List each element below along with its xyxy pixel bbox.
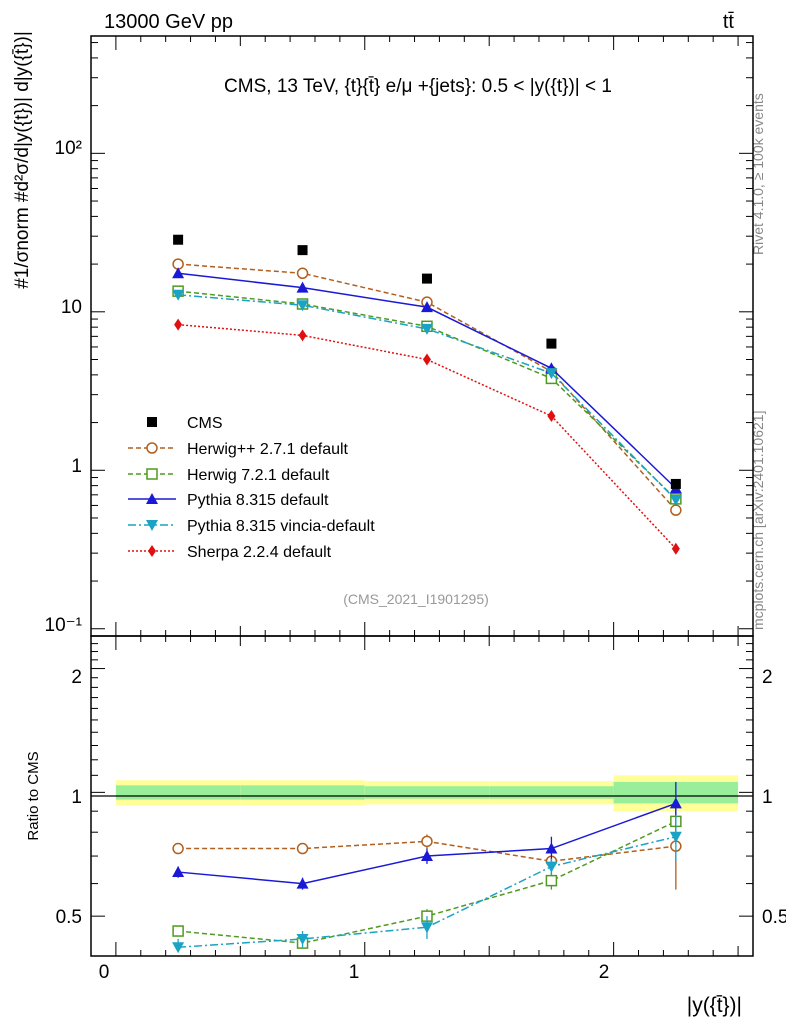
herwig-7-2-1-default-ratio-point [545,874,558,887]
pythia-8-315-default-point [172,267,185,279]
ratio-band-inner [489,786,614,799]
cms-data-point [297,245,308,256]
cms-data-point [546,338,557,349]
pythia-8-315-default-ratio-point [669,797,682,809]
legend-symbol-herwig-7-2-1-default [146,468,158,480]
ratio-band-inner [240,785,365,800]
legend: CMS Herwig++ 2.7.1 default Herwig 7.2.1 … [128,415,375,561]
ratio-ytick-label-2: 2 [71,667,82,688]
rivet-version-label: Rivet 4.1.0, ≥ 100k events [750,93,766,255]
energy-label: 13000 GeV pp [104,11,233,33]
pythia-8-315-default-ratio-point [296,877,309,889]
xtick-label-1: 1 [349,962,360,983]
pythia-8-315-vincia-default-point [420,323,433,335]
legend-symbol-herwig-2-7-1-default [146,442,158,454]
ratio-ytick-label-1: 1 [71,787,82,808]
pythia-8-315-vincia-default-ratio-point [172,942,185,954]
main-plot-title: CMS, 13 TeV, {t}{t̄} e/μ +{jets}: 0.5 < … [224,76,612,97]
herwig-2-7-1-default-point [670,504,682,516]
herwig-2-7-1-default-ratio-point [296,842,309,855]
pythia-8-315-default-ratio-point [420,850,433,862]
mcplots-source-label: mcplots.cern.ch [arXiv:2401.10621] [750,411,766,630]
pythia-8-315-default-point [296,281,309,293]
sherpa-2-2-4-default-point [671,542,680,555]
xtick-label-0: 0 [99,962,110,983]
analysis-id-label: (CMS_2021_I1901295) [343,591,489,607]
xtick-label-2: 2 [599,962,610,983]
ratio-ytick-label-right-0.5: 0.5 [762,907,786,928]
herwig-2-7-1-default-point [296,267,309,280]
main-y-axis-label: #1/σnorm #d²σ/d|y({t})| d|y({t̄})| [12,31,33,289]
pythia-8-315-default-ratio-point [172,866,185,878]
pythia-8-315-vincia-default-ratio-point [545,861,558,873]
legend-symbol-cms [147,417,157,427]
sherpa-2-2-4-default-point [298,329,307,342]
pythia-8-315-vincia-default-point [296,300,309,312]
main-ytick-label-10: 10 [61,297,82,318]
sherpa-2-2-4-default-point [547,410,556,423]
pythia-8-315-vincia-default-point [172,289,185,301]
process-label: tt̄ [723,11,735,33]
axis-ticks [91,36,753,957]
pythia-8-315-vincia-default-point [669,494,682,506]
herwig-2-7-1-default-ratio-point [421,835,433,848]
legend-label-cms: CMS [187,415,223,432]
legend-symbol-pythia-8-315-default [146,493,158,504]
legend-label-sherpa: Sherpa 2.2.4 default [187,544,332,561]
legend-symbol-pythia-8-315-vincia-default [146,520,158,531]
pythia-8-315-vincia-default-ratio-point [420,922,433,934]
cms-data-point [421,273,432,284]
sherpa-2-2-4-default-point [422,353,431,366]
x-axis-label: |y({t̄})| [687,994,742,1017]
ratio-y-axis-label: Ratio to CMS [25,751,42,840]
ratio-ytick-label-right-2: 2 [762,667,773,688]
ratio-uncertainty-bands [115,775,739,812]
legend-label-vincia: Pythia 8.315 vincia-default [187,518,375,535]
main-ytick-label-0.1: 10⁻¹ [45,615,83,636]
legend-symbols [128,417,176,557]
pythia-8-315-vincia-default-ratio-point [296,933,309,945]
cms-data-point [670,478,681,489]
legend-symbol-sherpa-2-2-4-default [148,545,156,557]
pythia-8-315-default-point [420,301,433,313]
ratio-ytick-label-right-1: 1 [762,787,773,808]
pythia-8-315-vincia-default-ratio-point [669,831,682,843]
main-ytick-label-100: 10² [55,138,82,159]
cms-data-point [173,234,184,245]
ratio-band-inner [115,785,241,800]
legend-label-pythia: Pythia 8.315 default [187,492,329,509]
pythia-8-315-vincia-default-ratio-line [178,835,677,949]
ratio-ytick-label-0.5: 0.5 [56,907,82,928]
pythia-8-315-vincia-default-point [545,368,558,380]
legend-label-herwigpp: Herwig++ 2.7.1 default [187,441,349,458]
herwig-2-7-1-default-ratio-point [172,842,184,855]
sherpa-2-2-4-default-point [174,318,183,331]
herwig-7-2-1-default-ratio-point [172,925,184,937]
ratio-band-inner [364,786,490,799]
pythia-8-315-default-ratio-point [545,842,558,854]
sherpa-2-2-4-default-line [178,323,677,550]
main-panel-series [172,234,682,555]
legend-label-herwig7: Herwig 7.2.1 default [187,467,330,484]
main-ytick-label-1: 1 [71,456,82,477]
ratio-panel-series [172,781,682,954]
